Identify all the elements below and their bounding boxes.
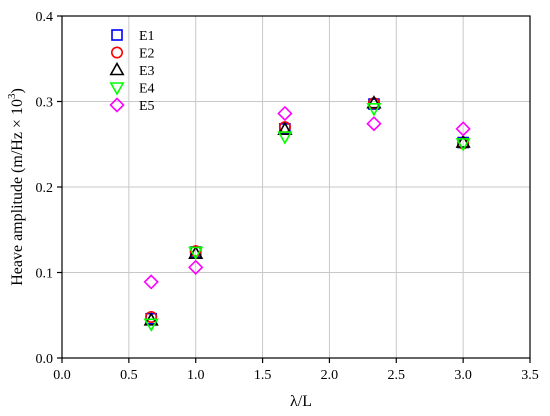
y-axis-label: Heave amplitude (m/Hz × 103) [6, 88, 26, 286]
legend: E1 E2 E3 E4 E5 [109, 29, 155, 114]
y-tick-label: 0.2 [36, 181, 54, 196]
legend-marker-e5 [109, 97, 125, 113]
legend-entry-e5: E5 [109, 97, 155, 114]
legend-marker-e4 [109, 82, 125, 96]
x-tick-label: 2.0 [321, 368, 339, 383]
series-e1 [145, 98, 469, 325]
legend-entry-e2: E2 [111, 46, 155, 62]
data-point-e5 [455, 121, 471, 137]
y-axis-label-main: Heave amplitude (m/Hz × 10 [9, 99, 26, 286]
y-axis-label-superscript: 3 [6, 93, 18, 99]
series-e4 [143, 103, 471, 332]
data-point-e3 [277, 121, 293, 136]
legend-marker-e2 [111, 46, 124, 59]
data-point-e2 [145, 310, 158, 323]
legend-marker-e3 [109, 61, 125, 76]
data-point-e3 [366, 95, 382, 109]
x-axis-label: λ/L [290, 393, 312, 410]
series-e2 [145, 97, 470, 323]
data-point-e5 [366, 116, 382, 132]
data-point-e4 [455, 138, 471, 152]
x-tick-label: 2.5 [388, 368, 406, 383]
grid-lines [62, 16, 530, 358]
legend-label-e5: E5 [139, 99, 155, 114]
y-tick-label: 0.4 [36, 10, 54, 25]
legend-label-e4: E4 [139, 82, 155, 97]
legend-label-e1: E1 [139, 29, 155, 44]
x-tick-label: 3.5 [521, 368, 539, 383]
data-point-e5 [188, 259, 204, 276]
y-axis-label-close: ) [9, 88, 26, 93]
y-tick-label: 0.3 [36, 96, 54, 111]
x-tick-label: 0.5 [120, 368, 138, 383]
data-point-e5 [277, 105, 293, 122]
data-point-e4 [188, 246, 204, 261]
y-tick-label: 0.0 [36, 352, 54, 367]
legend-label-e2: E2 [139, 47, 155, 62]
x-tick-label: 1.0 [187, 368, 205, 383]
data-point-e5 [143, 274, 159, 290]
x-tick-label: 1.5 [254, 368, 272, 383]
x-tick-label: 3.0 [454, 368, 472, 383]
data-markers [143, 95, 471, 332]
y-tick-label: 0.1 [36, 267, 54, 282]
legend-label-e3: E3 [139, 64, 155, 79]
legend-marker-e1 [111, 29, 123, 41]
data-point-e4 [143, 318, 159, 332]
legend-entry-e4: E4 [109, 82, 155, 97]
axis-ticks: 0.0 0.5 1.0 1.5 2.0 2.5 3.0 3.5 0.0 0.1 0.2 0.3 0.4 [36, 10, 539, 383]
data-point-e4 [277, 131, 293, 145]
data-point-e4 [366, 103, 382, 117]
x-tick-label: 0.0 [53, 368, 71, 383]
series-e5 [143, 105, 471, 290]
legend-entry-e1: E1 [111, 29, 155, 44]
data-point-e3 [455, 134, 471, 148]
series-e3 [143, 95, 471, 326]
legend-entry-e3: E3 [109, 61, 155, 79]
